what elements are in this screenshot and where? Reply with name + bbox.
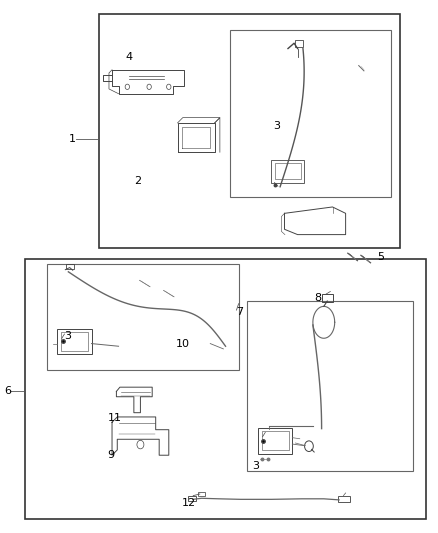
- Bar: [61, 332, 88, 351]
- Bar: [230, 30, 392, 197]
- Bar: [99, 14, 400, 248]
- Text: 10: 10: [175, 338, 189, 349]
- Text: 2: 2: [134, 176, 141, 187]
- Text: 6: 6: [4, 386, 11, 397]
- Text: 3: 3: [64, 330, 71, 341]
- Bar: [258, 428, 292, 454]
- Bar: [338, 496, 350, 502]
- Bar: [247, 301, 413, 471]
- Text: 12: 12: [182, 498, 196, 508]
- Text: 3: 3: [252, 461, 259, 471]
- Bar: [198, 492, 205, 496]
- Text: 9: 9: [108, 450, 115, 460]
- Bar: [294, 40, 303, 47]
- Bar: [321, 294, 332, 302]
- Text: 8: 8: [314, 293, 321, 303]
- Text: 5: 5: [377, 253, 384, 262]
- Text: 4: 4: [125, 52, 132, 61]
- Bar: [46, 264, 239, 370]
- Text: 1: 1: [68, 134, 75, 144]
- Bar: [188, 496, 196, 501]
- Bar: [275, 164, 300, 179]
- Text: 11: 11: [108, 413, 122, 423]
- Text: 7: 7: [237, 306, 244, 317]
- Text: 3: 3: [274, 120, 281, 131]
- Bar: [272, 160, 304, 182]
- Bar: [57, 329, 92, 354]
- Bar: [25, 259, 426, 519]
- Bar: [66, 264, 74, 269]
- Bar: [262, 431, 289, 450]
